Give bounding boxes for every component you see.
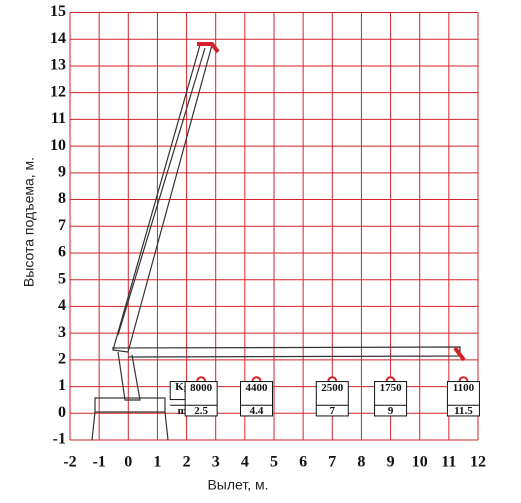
x-tick-label: 2	[183, 454, 191, 471]
table-cell	[184, 381, 218, 417]
y-tick-label: 13	[50, 57, 66, 74]
x-axis-label: Вылет, м.	[207, 477, 268, 493]
x-tick-label: 3	[212, 454, 220, 471]
y-axis-label: Высота подъема, м.	[21, 157, 37, 287]
load-value: 4400	[246, 382, 269, 394]
load-value: 8000	[190, 382, 213, 394]
boom-horizontal	[111, 346, 461, 358]
y-tick-label: 6	[58, 244, 66, 261]
x-tick-label: 5	[270, 454, 278, 471]
y-tick-label: 7	[58, 217, 66, 234]
y-tick-label: 0	[58, 404, 66, 421]
base	[94, 397, 166, 413]
x-tick-label: 10	[412, 454, 428, 471]
load-value: 1100	[453, 382, 475, 394]
unit-label: m	[178, 405, 187, 417]
boom-tip-h	[453, 346, 466, 362]
x-tick-label: -2	[63, 454, 76, 471]
table-cell	[374, 381, 408, 417]
x-tick-label: 6	[299, 454, 307, 471]
y-tick-label: 8	[58, 190, 66, 207]
load-value: 2500	[321, 382, 344, 394]
y-tick-label: 4	[58, 297, 66, 314]
load-value: 1750	[380, 382, 403, 394]
column	[117, 351, 141, 401]
y-tick-label: 11	[51, 110, 66, 127]
y-tick-label: 1	[58, 377, 66, 394]
x-tick-label: 4	[241, 454, 249, 471]
y-tick-label: 15	[50, 3, 66, 20]
x-tick-label: 9	[387, 454, 395, 471]
table-cell	[240, 381, 274, 417]
x-tick-label: 1	[153, 454, 161, 471]
crane-illustration	[91, 42, 466, 441]
table-cell	[315, 381, 349, 417]
x-tick-label: 0	[124, 454, 132, 471]
y-tick-label: 5	[58, 270, 66, 287]
reach-value: 4.4	[250, 405, 264, 417]
y-tick-label: 2	[58, 351, 66, 368]
grid	[69, 12, 479, 441]
y-tick-label: -1	[53, 431, 66, 448]
boom-inner	[117, 47, 206, 336]
boom-tip	[197, 42, 220, 54]
reach-value: 9	[388, 405, 394, 417]
x-tick-label: 11	[441, 454, 456, 471]
reach-value: 2.5	[194, 405, 208, 417]
y-tick-label: 12	[50, 83, 66, 100]
x-tick-label: -1	[92, 454, 105, 471]
y-tick-label: 9	[58, 163, 66, 180]
reach-value: 11.5	[454, 405, 473, 417]
y-tick-label: 14	[50, 30, 66, 47]
table-cell	[446, 381, 480, 417]
reach-value: 7	[330, 405, 336, 417]
x-tick-label: 12	[470, 454, 486, 471]
outriggers	[91, 411, 169, 441]
y-tick-label: 3	[58, 324, 66, 341]
y-tick-label: 10	[50, 137, 66, 154]
x-tick-label: 8	[357, 454, 365, 471]
x-tick-label: 7	[328, 454, 336, 471]
